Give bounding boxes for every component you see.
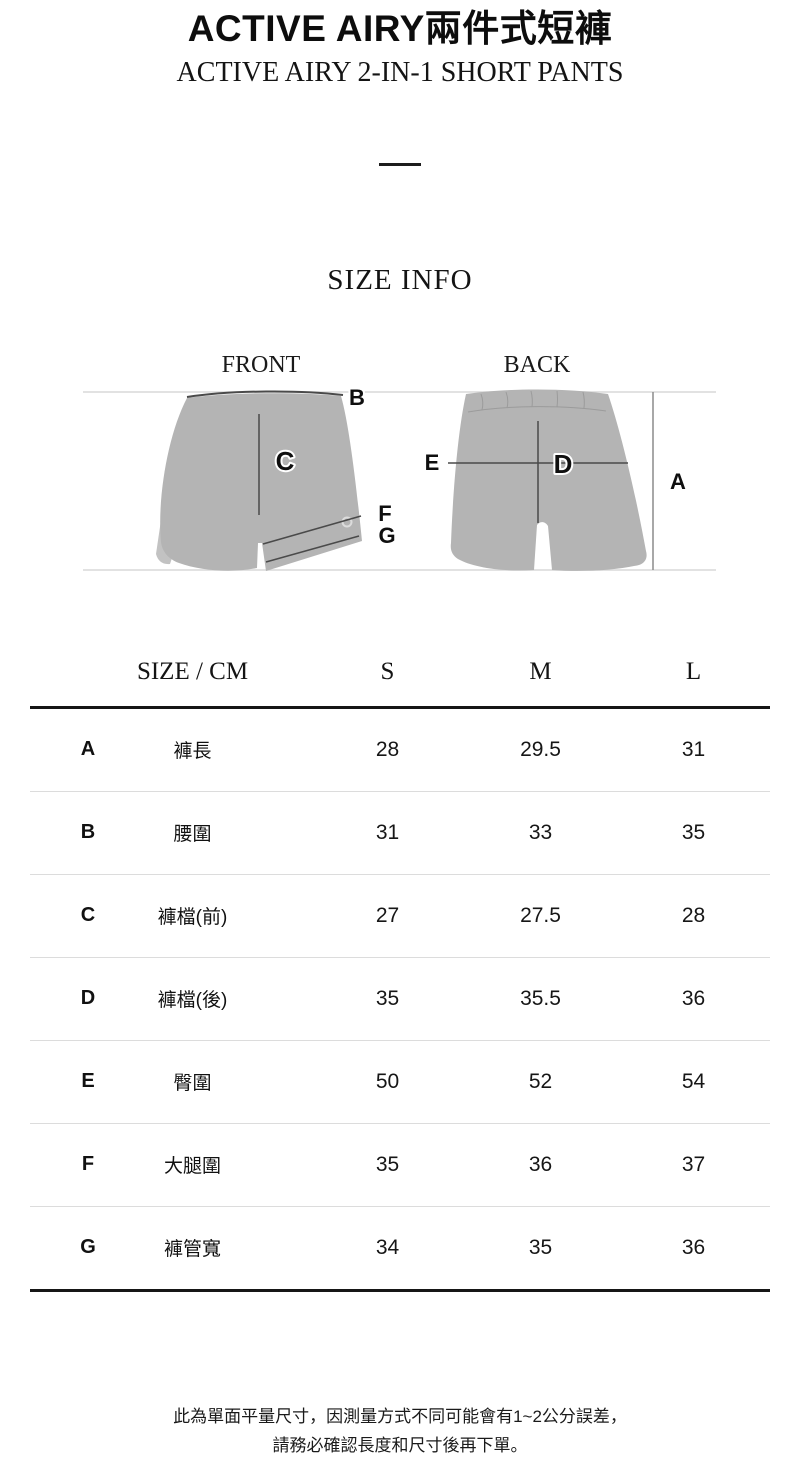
table-row-b: B 腰圍 31 33 35 [30, 791, 770, 875]
table-row-f: F 大腿圍 35 36 37 [30, 1123, 770, 1207]
marker-c: C [276, 446, 295, 476]
product-title: ACTIVE AIRY兩件式短褲 [187, 8, 613, 49]
value-s: 27 [311, 874, 464, 958]
marker-e: E [425, 450, 440, 475]
value-s: 28 [311, 707, 464, 792]
value-m: 36 [464, 1123, 617, 1207]
row-key: C [30, 874, 130, 958]
value-s: 34 [311, 1206, 464, 1292]
value-l: 35 [617, 791, 770, 875]
waist-gather-4 [556, 390, 558, 407]
waist-gather-3 [530, 390, 533, 407]
marker-a: A [670, 469, 686, 494]
header-size-m: M [464, 637, 617, 709]
table-row-d: D 褲檔(後) 35 35.5 36 [30, 957, 770, 1041]
marker-b: B [349, 385, 365, 410]
front-shorts-shape [160, 392, 362, 571]
row-label: 褲管寬 [130, 1206, 311, 1292]
row-key: G [30, 1206, 130, 1292]
measure-lines [186, 390, 628, 563]
row-label: 大腿圍 [130, 1123, 311, 1207]
value-l: 54 [617, 1040, 770, 1124]
row-key: B [30, 791, 130, 875]
header-size-s: S [311, 637, 464, 709]
value-l: 36 [617, 1206, 770, 1292]
value-l: 31 [617, 707, 770, 792]
value-s: 35 [311, 957, 464, 1041]
row-label: 褲檔(前) [130, 874, 311, 958]
value-l: 36 [617, 957, 770, 1041]
measure-line-g [265, 534, 360, 563]
value-m: 35 [464, 1206, 617, 1292]
table-header-row: SIZE / CM S M L [30, 637, 770, 709]
measurement-disclaimer: 此為單面平量尺寸，因測量方式不同可能會有1~2公分誤差， 請務必確認長度和尺寸後… [0, 1402, 800, 1460]
back-view-label: BACK [504, 352, 571, 378]
header-spacer [30, 637, 130, 709]
value-m: 35.5 [464, 957, 617, 1041]
table-row-g: G 褲管寬 34 35 36 [30, 1206, 770, 1292]
waist-gather-5 [582, 391, 585, 408]
header-size-cm: SIZE / CM [130, 637, 311, 709]
value-l: 37 [617, 1123, 770, 1207]
size-table: SIZE / CM S M L A 褲長 28 29.5 31 B 腰圍 31 … [30, 637, 770, 1292]
row-key: A [30, 707, 130, 792]
value-s: 50 [311, 1040, 464, 1124]
row-key: F [30, 1123, 130, 1207]
measure-line-b [186, 390, 344, 398]
divider-dash [379, 162, 421, 166]
table-row-a: A 褲長 28 29.5 31 [30, 707, 770, 792]
row-key: D [30, 957, 130, 1041]
value-m: 29.5 [464, 707, 617, 792]
value-m: 27.5 [464, 874, 617, 958]
size-info-heading: SIZE INFO [327, 263, 473, 296]
marker-g: G [378, 523, 395, 548]
value-l: 28 [617, 874, 770, 958]
waist-gather-1 [480, 393, 484, 410]
back-waistband-texture [467, 390, 607, 413]
measure-line-f [262, 514, 362, 545]
product-subtitle: ACTIVE AIRY 2-IN-1 SHORT PANTS [176, 56, 624, 88]
back-shorts-shape [450, 389, 647, 571]
value-s: 35 [311, 1123, 464, 1207]
value-m: 33 [464, 791, 617, 875]
disclaimer-line-2: 請務必確認長度和尺寸後再下單。 [272, 1435, 528, 1455]
front-view-label: FRONT [222, 352, 301, 378]
size-diagram: FRONT BACK B C E D A F G [83, 352, 716, 571]
disclaimer-line-1: 此為單面平量尺寸，因測量方式不同可能會有1~2公分誤差， [173, 1406, 627, 1426]
row-label: 臀圍 [130, 1040, 311, 1124]
row-label: 腰圍 [130, 791, 311, 875]
value-s: 31 [311, 791, 464, 875]
row-key: E [30, 1040, 130, 1124]
row-label: 褲檔(後) [130, 957, 311, 1041]
header-size-l: L [617, 637, 770, 709]
table-row-e: E 臀圍 50 52 54 [30, 1040, 770, 1124]
marker-d: D [554, 449, 573, 479]
guide-lines [83, 390, 716, 571]
value-m: 52 [464, 1040, 617, 1124]
marker-f: F [378, 501, 391, 526]
waist-gather-2 [505, 391, 509, 408]
table-row-c: C 褲檔(前) 27 27.5 28 [30, 874, 770, 958]
row-label: 褲長 [130, 707, 311, 792]
